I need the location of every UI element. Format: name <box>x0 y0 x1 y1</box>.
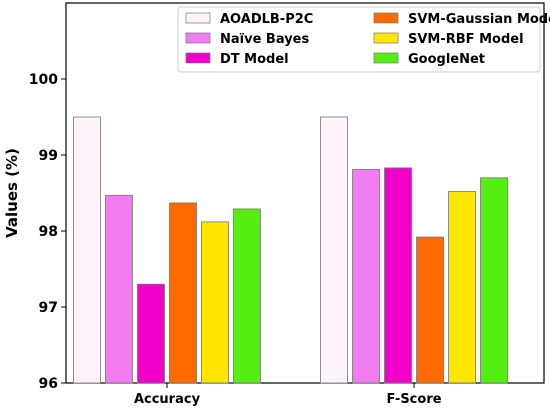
bar-svm-rbf-model-accuracy <box>201 221 229 384</box>
legend-entry-label: SVM-RBF Model <box>408 32 524 47</box>
legend-swatch <box>373 52 399 64</box>
legend-entry-label: DT Model <box>220 52 289 67</box>
legend-swatch <box>185 52 211 64</box>
y-tick-label: 96 <box>39 376 58 392</box>
legend-entry-label: GoogleNet <box>408 52 485 67</box>
legend-swatch <box>373 12 399 24</box>
bar-dt-model-f-score <box>384 167 412 384</box>
legend-swatch <box>373 32 399 44</box>
y-axis: 96 97 98 99 100 <box>29 72 66 392</box>
bar-googlenet-accuracy <box>233 208 261 384</box>
bar-svm-gaussian-model-f-score <box>416 236 444 384</box>
legend-entry-label: SVM-Gaussian Model <box>408 12 550 27</box>
y-tick-label: 99 <box>39 148 58 164</box>
legend-swatch <box>185 12 211 24</box>
legend-entry-label: AOADLB-P2C <box>220 12 313 27</box>
legend-box <box>177 6 541 73</box>
y-axis-label: Values (%) <box>3 148 21 238</box>
legend-entry-label: Naïve Bayes <box>220 32 309 47</box>
y-tick-label: 98 <box>39 224 58 240</box>
bar-aoadlb-p2c-accuracy <box>73 116 101 384</box>
legend: AOADLB-P2C Naïve Bayes DT Model SVM-Gaussia… <box>177 6 550 73</box>
bar-aoadlb-p2c-f-score <box>320 116 348 384</box>
bar-svm-gaussian-model-accuracy <box>169 202 197 384</box>
y-tick-label: 97 <box>39 300 58 316</box>
bar-na-ve-bayes-accuracy <box>105 194 133 384</box>
legend-swatch <box>185 32 211 44</box>
bar-googlenet-f-score <box>480 177 508 384</box>
x-tick-label: F-Score <box>386 392 441 407</box>
bars-group <box>73 116 508 384</box>
bar-dt-model-accuracy <box>137 283 165 384</box>
bar-na-ve-bayes-f-score <box>352 169 380 384</box>
bar-svm-rbf-model-f-score <box>448 191 476 384</box>
y-tick-label: 100 <box>29 72 58 88</box>
x-axis: Accuracy F-Score <box>134 383 442 407</box>
x-tick-label: Accuracy <box>134 392 201 407</box>
